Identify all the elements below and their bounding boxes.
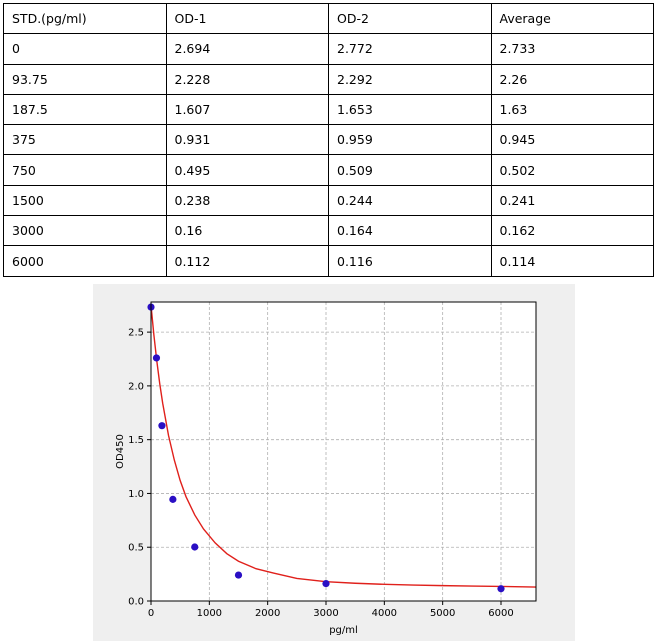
plot-area	[151, 302, 536, 601]
table-row: 3000 0.16 0.164 0.162	[3, 215, 654, 247]
table-row: 1500 0.238 0.244 0.241	[3, 184, 654, 217]
cell-std: 0	[3, 33, 167, 65]
table-row: 0 2.694 2.772 2.733	[3, 33, 654, 65]
table-body: 0 2.694 2.772 2.733 93.75 2.228 2.292 2.…	[3, 33, 654, 277]
y-axis-ticks: 0.0 0.5 1.0 1.5 2.0 2.5	[128, 328, 151, 608]
data-point	[152, 354, 161, 362]
y-axis-label: OD450	[115, 434, 126, 469]
plot-frame	[150, 301, 537, 602]
cell-od2: 2.772	[328, 33, 492, 65]
x-tick-label: 5000	[430, 608, 455, 619]
cell-od1: 0.112	[165, 245, 329, 277]
x-tick-label: 2000	[255, 608, 280, 619]
cell-od1: 0.238	[165, 184, 329, 217]
cell-std: 3000	[3, 215, 167, 247]
cell-std: 93.75	[3, 63, 167, 95]
table-row: 93.75 2.228 2.292 2.26	[3, 63, 654, 95]
column-header-std: STD.(pg/ml)	[3, 2, 167, 35]
cell-od2: 0.164	[328, 215, 492, 247]
y-tick-label: 1.5	[128, 435, 144, 446]
fit-curve-layer	[150, 305, 537, 588]
column-header-average: Average	[490, 2, 654, 35]
cell-std: 750	[3, 154, 167, 186]
cell-std: 375	[3, 124, 167, 156]
cell-average: 0.241	[490, 184, 654, 217]
data-point	[322, 579, 330, 588]
cell-average: 0.162	[490, 215, 654, 247]
chart-svg: 0 1000 2000 3000 4000 5000 6000 0.0 0.5 1.0 1.5 2.…	[115, 301, 537, 636]
data-point	[497, 585, 505, 593]
cell-od1: 2.228	[165, 63, 329, 95]
cell-od1: 1.607	[165, 93, 329, 126]
y-tick-label: 1.0	[128, 489, 144, 500]
cell-od2: 1.653	[328, 93, 492, 126]
cell-average: 0.945	[490, 124, 654, 156]
table-row: 750 0.495 0.509 0.502	[3, 154, 654, 186]
data-point	[191, 543, 199, 551]
y-tick-label: 2.5	[128, 328, 144, 339]
fit-curve-line	[150, 305, 537, 588]
column-header-od1: OD-1	[165, 2, 329, 35]
y-tick-label: 0.0	[128, 597, 144, 608]
x-tick-label: 3000	[313, 608, 338, 619]
standard-curve-table: STD.(pg/ml) OD-1 OD-2 Average 0 2.694 2.…	[3, 2, 654, 277]
cell-od2: 0.509	[328, 154, 492, 186]
standard-curve-chart: 0 1000 2000 3000 4000 5000 6000 0.0 0.5 1.0 1.5 2.…	[93, 284, 575, 641]
cell-average: 0.114	[490, 245, 654, 277]
cell-od2: 0.244	[328, 184, 492, 217]
cell-average: 1.63	[490, 93, 654, 126]
data-point	[158, 422, 166, 430]
cell-od1: 0.931	[165, 124, 329, 156]
cell-average: 2.733	[490, 33, 654, 65]
cell-average: 2.26	[490, 63, 654, 95]
cell-std: 187.5	[3, 93, 167, 126]
cell-od1: 0.16	[165, 215, 329, 247]
x-tick-label: 0	[148, 608, 154, 619]
data-point	[169, 495, 177, 503]
cell-std: 6000	[3, 245, 167, 277]
data-point	[234, 571, 243, 579]
x-axis-ticks: 0 1000 2000 3000 4000 5000 6000	[148, 601, 514, 619]
table-row: 6000 0.112 0.116 0.114	[3, 245, 654, 277]
cell-od2: 0.116	[328, 245, 492, 277]
x-tick-label: 1000	[197, 608, 222, 619]
cell-od1: 2.694	[165, 33, 329, 65]
y-tick-label: 2.0	[128, 381, 144, 392]
cell-od2: 0.959	[328, 124, 492, 156]
y-tick-label: 0.5	[128, 543, 144, 554]
table-header-row: STD.(pg/ml) OD-1 OD-2 Average	[3, 2, 654, 35]
cell-average: 0.502	[490, 154, 654, 186]
x-axis-label: pg/ml	[329, 625, 358, 636]
x-tick-label: 4000	[372, 608, 397, 619]
column-header-od2: OD-2	[328, 2, 492, 35]
cell-od1: 0.495	[165, 154, 329, 186]
x-tick-label: 6000	[488, 608, 513, 619]
table-row: 187.5 1.607 1.653 1.63	[3, 93, 654, 126]
cell-std: 1500	[3, 184, 167, 217]
cell-od2: 2.292	[328, 63, 492, 95]
table-row: 375 0.931 0.959 0.945	[3, 124, 654, 156]
